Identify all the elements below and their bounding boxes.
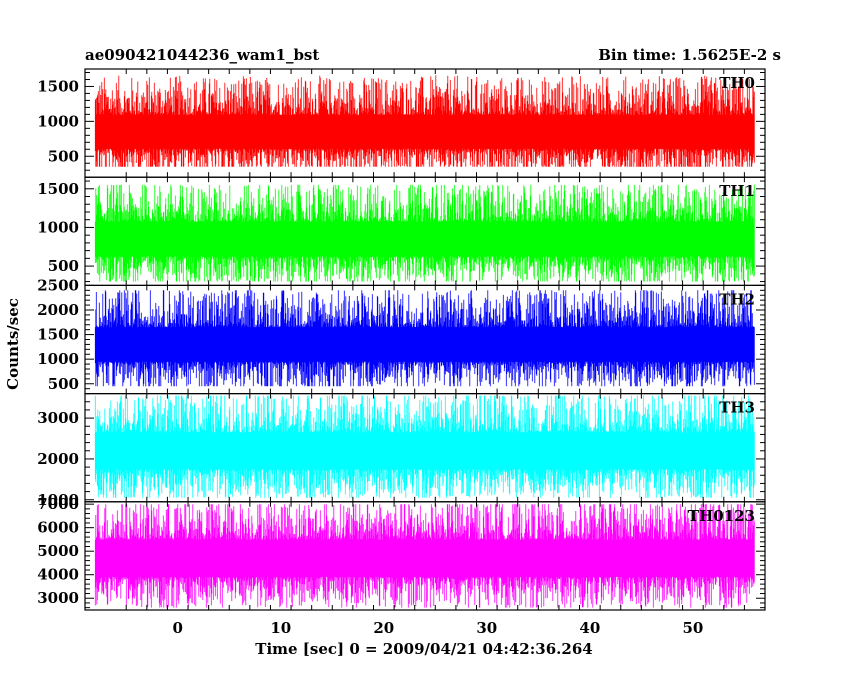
y-tick-label-th2: 1500 [37,326,79,344]
series-trace-th3 [94,395,755,498]
panel-label-th1: TH1 [719,182,755,200]
y-tick-label-th0: 1000 [37,112,79,130]
y-tick-label-th3: 3000 [37,409,79,427]
y-tick-label-th0: 1500 [37,77,79,95]
y-tick-label-th2: 2000 [37,301,79,319]
panel-label-th3: TH3 [719,399,755,417]
y-tick-label-th0123: 5000 [37,542,79,560]
x-tick-label: 0 [173,619,183,637]
x-axis-title: Time [sec] 0 = 2009/04/21 04:42:36.264 [255,640,592,658]
y-tick-label-th0123: 4000 [37,566,79,584]
x-tick-label: 20 [373,619,394,637]
y-tick-label-th0123: 6000 [37,519,79,537]
panel-label-th0123: TH0123 [688,507,755,525]
series-trace-th1 [94,184,755,282]
y-tick-label-th3: 2000 [37,450,79,468]
y-tick-label-th2: 1000 [37,350,79,368]
y-tick-label-th1: 1000 [37,218,79,236]
series-trace-th0 [94,75,755,167]
panel-label-th0: TH0 [719,74,755,92]
series-trace-th0123 [94,504,755,608]
x-tick-label: 30 [476,619,497,637]
x-tick-label: 10 [270,619,291,637]
bin-time-label: Bin time: 1.5625E-2 s [598,46,781,64]
y-tick-label-th2: 500 [48,375,79,393]
y-tick-label-th1: 500 [48,257,79,275]
x-tick-label: 40 [579,619,600,637]
y-tick-label-th0: 500 [48,147,79,165]
y-tick-label-th0123: 3000 [37,589,79,607]
y-tick-label-th3: 1000 [37,491,79,509]
x-tick-label: 50 [682,619,703,637]
y-tick-label-th0123: 7000 [37,495,79,513]
y-axis-title: Counts/sec [4,298,22,390]
chart-title: ae090421044236_wam1_bst [85,46,319,64]
panel-label-th2: TH2 [719,290,755,308]
series-trace-th2 [94,290,755,387]
y-tick-label-th2: 2500 [37,276,79,294]
y-tick-label-th1: 1500 [37,180,79,198]
